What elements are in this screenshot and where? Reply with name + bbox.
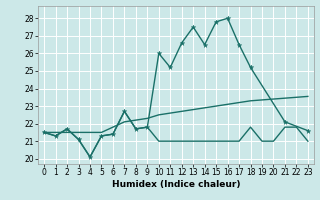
X-axis label: Humidex (Indice chaleur): Humidex (Indice chaleur) (112, 180, 240, 189)
